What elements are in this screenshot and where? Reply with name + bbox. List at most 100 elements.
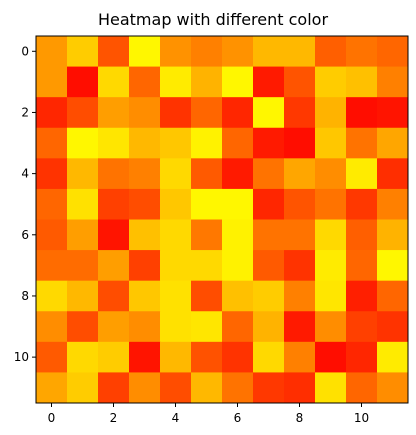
heatmap-cell-r9-c10: [346, 311, 378, 343]
heatmap-cell-r8-c2: [98, 280, 130, 312]
heatmap-cell-r2-c10: [346, 97, 378, 129]
heatmap-cell-r5-c3: [129, 188, 161, 220]
y-tick-label: 4: [21, 167, 29, 181]
heatmap-cell-r6-c7: [253, 219, 285, 251]
heatmap-cell-r11-c6: [222, 372, 254, 404]
heatmap-cell-r7-c7: [253, 250, 285, 282]
y-tick-label: 8: [21, 289, 29, 303]
heatmap-cell-r11-c0: [36, 372, 68, 404]
heatmap-cell-r7-c3: [129, 250, 161, 282]
heatmap-cell-r10-c6: [222, 341, 254, 373]
heatmap-cell-r8-c11: [377, 280, 409, 312]
y-tick-label: 6: [21, 228, 29, 242]
heatmap-cell-r5-c5: [191, 188, 223, 220]
heatmap-cell-r1-c8: [284, 66, 316, 98]
y-tick-label: 10: [14, 350, 29, 364]
chart-title: Heatmap with different color: [98, 10, 328, 29]
heatmap-cell-r6-c9: [315, 219, 347, 251]
heatmap-cell-r11-c5: [191, 372, 223, 404]
heatmap-cell-r5-c4: [160, 188, 192, 220]
heatmap-cell-r11-c1: [67, 372, 99, 404]
heatmap-cell-r7-c5: [191, 250, 223, 282]
heatmap-cell-r0-c9: [315, 36, 347, 68]
heatmap-cell-r3-c0: [36, 127, 68, 159]
heatmap-cell-r10-c1: [67, 341, 99, 373]
heatmap-cell-r4-c0: [36, 158, 68, 190]
heatmap-cell-r9-c11: [377, 311, 409, 343]
heatmap-cell-r1-c2: [98, 66, 130, 98]
heatmap-cell-r4-c10: [346, 158, 378, 190]
heatmap-cell-r10-c10: [346, 341, 378, 373]
heatmap-cell-r2-c8: [284, 97, 316, 129]
heatmap-cell-r9-c9: [315, 311, 347, 343]
heatmap-cell-r8-c9: [315, 280, 347, 312]
heatmap-cell-r0-c5: [191, 36, 223, 68]
heatmap-cell-r8-c7: [253, 280, 285, 312]
heatmap-cell-r0-c11: [377, 36, 409, 68]
heatmap-cell-r3-c3: [129, 127, 161, 159]
heatmap-cell-r3-c6: [222, 127, 254, 159]
heatmap-cell-r4-c8: [284, 158, 316, 190]
heatmap-cell-r7-c6: [222, 250, 254, 282]
heatmap-cell-r9-c4: [160, 311, 192, 343]
heatmap-cell-r1-c4: [160, 66, 192, 98]
heatmap-cell-r5-c7: [253, 188, 285, 220]
heatmap-cell-r3-c9: [315, 127, 347, 159]
heatmap-cell-r1-c6: [222, 66, 254, 98]
heatmap-cell-r3-c8: [284, 127, 316, 159]
heatmap-cell-r7-c0: [36, 250, 68, 282]
heatmap-cell-r6-c3: [129, 219, 161, 251]
heatmap-cell-r0-c0: [36, 36, 68, 68]
heatmap-cell-r5-c10: [346, 188, 378, 220]
heatmap-cell-r2-c2: [98, 97, 130, 129]
heatmap-cell-r11-c3: [129, 372, 161, 404]
heatmap-cell-r5-c0: [36, 188, 68, 220]
heatmap-cell-r2-c0: [36, 97, 68, 129]
heatmap-cell-r6-c0: [36, 219, 68, 251]
heatmap-cell-r7-c10: [346, 250, 378, 282]
heatmap-cell-r10-c9: [315, 341, 347, 373]
heatmap-cell-r6-c11: [377, 219, 409, 251]
heatmap-cell-r11-c4: [160, 372, 192, 404]
heatmap-cell-r11-c2: [98, 372, 130, 404]
heatmap-cell-r3-c11: [377, 127, 409, 159]
heatmap-cell-r6-c5: [191, 219, 223, 251]
heatmap-cell-r5-c9: [315, 188, 347, 220]
heatmap-cell-r10-c4: [160, 341, 192, 373]
heatmap-cell-r8-c4: [160, 280, 192, 312]
heatmap-cell-r6-c1: [67, 219, 99, 251]
heatmap-cell-r2-c4: [160, 97, 192, 129]
heatmap-cell-r0-c7: [253, 36, 285, 68]
heatmap-cell-r0-c6: [222, 36, 254, 68]
heatmap-cell-r0-c8: [284, 36, 316, 68]
heatmap-cell-r2-c11: [377, 97, 409, 129]
heatmap-cell-r11-c11: [377, 372, 409, 404]
heatmap-cell-r4-c11: [377, 158, 409, 190]
heatmap-cell-r8-c10: [346, 280, 378, 312]
heatmap-cells: [36, 36, 409, 404]
heatmap-cell-r2-c3: [129, 97, 161, 129]
heatmap-cell-r4-c9: [315, 158, 347, 190]
heatmap-cell-r2-c7: [253, 97, 285, 129]
heatmap-cell-r9-c6: [222, 311, 254, 343]
heatmap-cell-r2-c6: [222, 97, 254, 129]
heatmap-cell-r1-c7: [253, 66, 285, 98]
heatmap-cell-r3-c1: [67, 127, 99, 159]
x-tick-label: 6: [234, 411, 242, 425]
heatmap-cell-r9-c3: [129, 311, 161, 343]
heatmap-cell-r5-c6: [222, 188, 254, 220]
x-tick-label: 4: [172, 411, 180, 425]
heatmap-cell-r10-c8: [284, 341, 316, 373]
heatmap-cell-r4-c1: [67, 158, 99, 190]
y-tick-label: 0: [21, 44, 29, 58]
heatmap-cell-r5-c8: [284, 188, 316, 220]
heatmap-cell-r8-c3: [129, 280, 161, 312]
heatmap-cell-r0-c2: [98, 36, 130, 68]
heatmap-cell-r11-c7: [253, 372, 285, 404]
heatmap-cell-r1-c1: [67, 66, 99, 98]
heatmap-cell-r8-c5: [191, 280, 223, 312]
heatmap-cell-r10-c3: [129, 341, 161, 373]
heatmap-cell-r5-c2: [98, 188, 130, 220]
